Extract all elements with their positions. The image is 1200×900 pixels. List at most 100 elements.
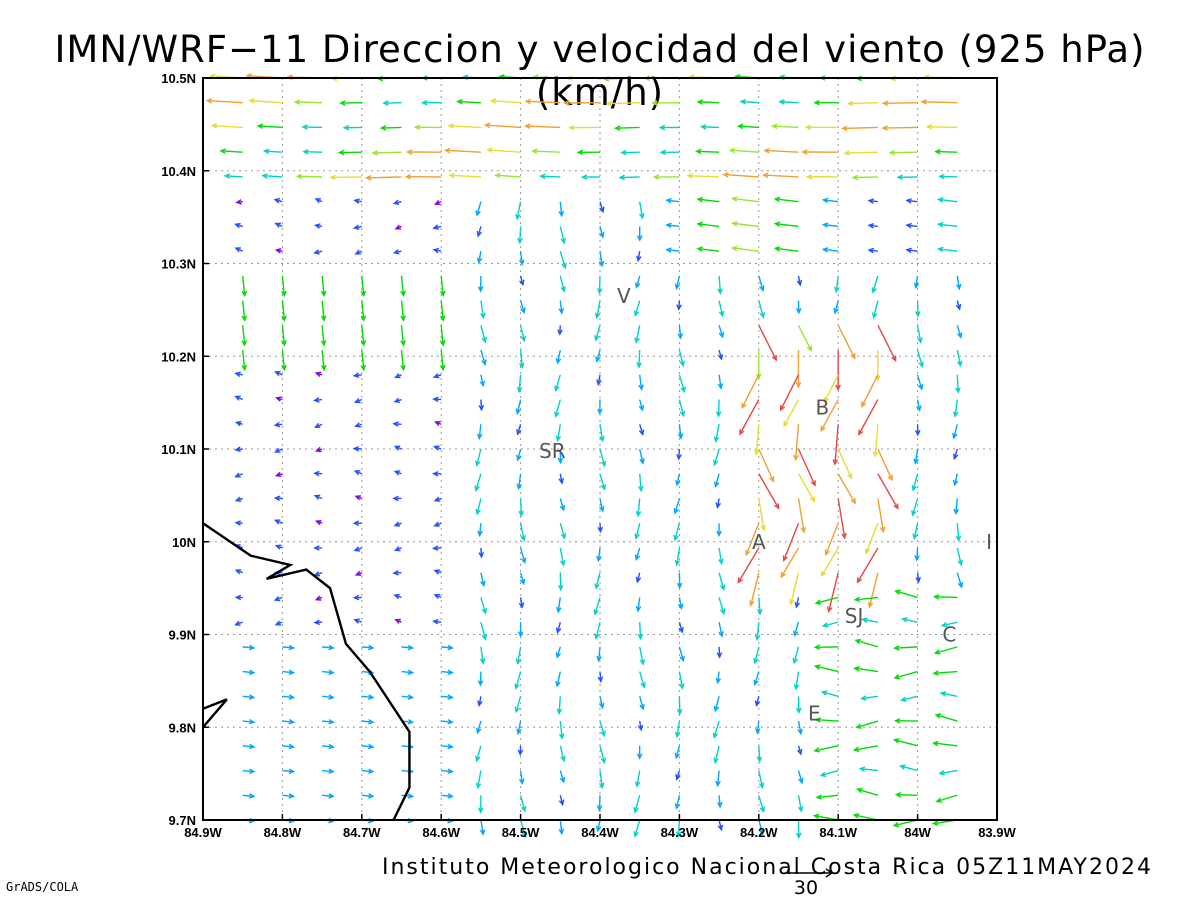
wind-arrow — [718, 621, 724, 638]
wind-arrow — [678, 621, 684, 634]
wind-arrow — [713, 424, 720, 444]
wind-arrow — [888, 149, 918, 156]
wind-arrow — [758, 325, 777, 362]
wind-arrow — [634, 325, 641, 344]
wind-arrow — [439, 325, 446, 347]
wind-arrow — [392, 249, 402, 255]
wind-arrow — [595, 349, 601, 363]
wind-arrow — [675, 473, 681, 487]
wind-arrow — [242, 743, 256, 750]
wind-arrow — [940, 621, 958, 628]
wind-arrow — [696, 221, 720, 228]
longitude-tick-labels: 84.9W 84.8W 84.7W 84.6W 84.5W 84.4W 84.3W 84.2W… — [184, 814, 1017, 840]
wind-arrow — [361, 644, 375, 651]
wind-arrow — [599, 720, 606, 738]
wind-arrow — [514, 671, 522, 690]
wind-arrow — [636, 226, 643, 242]
wind-arrow — [678, 646, 685, 663]
wind-arrow — [860, 695, 878, 701]
y-tick-label: 9.8N — [169, 720, 196, 735]
wind-arrow — [718, 597, 726, 616]
wind-arrow — [676, 448, 682, 461]
wind-arrow — [696, 99, 720, 105]
wind-arrow — [599, 498, 605, 513]
wind-arrow — [360, 300, 367, 322]
wind-arrow — [273, 495, 283, 502]
wind-arrow — [295, 173, 323, 180]
wind-arrow — [314, 446, 323, 453]
wind-arrow — [474, 473, 482, 492]
wind-arrow — [433, 569, 442, 575]
x-tick-label: 84.1W — [819, 825, 857, 840]
wind-arrow — [354, 249, 363, 255]
wind-arrow — [722, 171, 759, 178]
wind-arrow — [912, 523, 919, 541]
wind-arrow — [925, 123, 958, 130]
wind-arrow — [242, 793, 256, 799]
wind-arrow — [274, 222, 283, 228]
wind-arrow — [699, 124, 720, 130]
wind-arrow — [877, 498, 886, 534]
wind-arrow — [599, 448, 607, 468]
wind-arrow — [394, 224, 402, 230]
wind-arrow — [262, 148, 283, 155]
wind-arrow — [796, 275, 803, 287]
wind-arrow — [639, 448, 645, 465]
wind-arrow — [554, 374, 561, 392]
wind-arrow — [736, 123, 759, 130]
wind-arrow — [916, 374, 924, 391]
wind-arrow — [394, 546, 402, 552]
wind-arrow — [605, 100, 640, 107]
y-tick-label: 9.7N — [169, 813, 196, 828]
wind-arrow — [594, 621, 601, 640]
wind-arrow — [797, 325, 812, 353]
wind-arrow — [833, 300, 839, 315]
wind-arrow — [393, 521, 402, 527]
wind-arrow — [639, 646, 646, 666]
wind-arrow — [515, 646, 522, 665]
wind-arrow — [620, 149, 640, 156]
wind-arrow — [935, 794, 958, 803]
wind-arrow — [439, 300, 446, 322]
wind-arrow — [480, 572, 486, 588]
wind-arrow — [861, 617, 879, 623]
wind-arrow — [821, 247, 839, 253]
wind-arrow — [837, 473, 856, 505]
wind-arrow — [433, 521, 442, 527]
wind-arrow — [894, 792, 918, 798]
wind-arrow — [821, 222, 839, 228]
wind-arrow — [598, 251, 605, 268]
wind-arrow — [773, 246, 799, 252]
wind-arrow — [516, 448, 522, 462]
wind-arrow — [393, 397, 402, 404]
wind-arrow — [953, 498, 960, 516]
wind-arrow — [234, 496, 243, 502]
wind-arrow — [638, 374, 644, 391]
wind-arrow — [234, 420, 243, 427]
wind-arrow — [434, 199, 442, 206]
wind-arrow — [519, 819, 528, 839]
wind-arrow — [580, 174, 601, 180]
wind-arrow — [594, 300, 601, 320]
wind-arrow — [558, 795, 565, 807]
wind-arrow — [480, 325, 488, 344]
place-label: A — [752, 530, 766, 554]
wind-arrow — [593, 597, 601, 616]
wind-arrow — [678, 671, 685, 690]
wind-arrow — [517, 745, 524, 757]
x-tick-label: 84.3W — [661, 825, 699, 840]
wind-arrow — [881, 125, 918, 131]
wind-arrow — [916, 325, 923, 344]
wind-arrow — [674, 795, 681, 810]
wind-arrow — [920, 99, 958, 105]
wind-arrow — [353, 546, 363, 552]
wind-arrow — [441, 768, 454, 775]
y-tick-label: 10.3N — [161, 257, 196, 272]
wind-arrow — [539, 173, 561, 180]
wind-arrow — [915, 300, 921, 318]
wind-arrow — [322, 768, 335, 775]
wind-arrow — [877, 473, 899, 510]
wind-arrow — [901, 617, 918, 623]
wind-arrow — [952, 448, 959, 461]
wind-arrow — [851, 174, 878, 181]
